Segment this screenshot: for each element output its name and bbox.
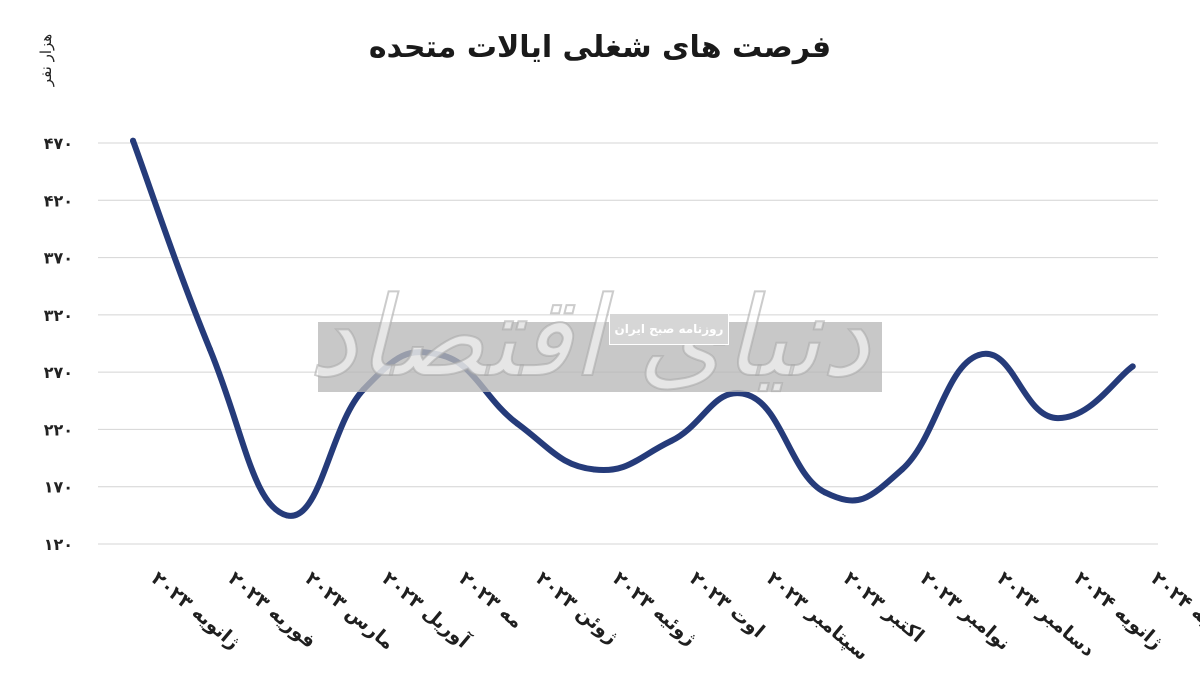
y-axis-ticks: ۱۲۰ ۱۷۰ ۲۲۰ ۲۷۰ ۳۲۰ ۳۷۰ ۴۲۰ ۴۷۰ [44, 134, 73, 554]
watermark-band [318, 322, 882, 392]
x-tick-label: مه ۲۰۲۳ [455, 567, 528, 633]
data-point [975, 351, 982, 358]
data-point [899, 466, 905, 473]
y-tick-label: ۴۷۰ [44, 134, 73, 153]
watermark-badge: روزنامه صبح ایران [609, 313, 729, 345]
data-point [1052, 414, 1059, 421]
y-tick-label: ۲۷۰ [44, 363, 73, 382]
data-point [668, 437, 675, 444]
chart-title: فرصت های شغلی ایالات متحده [368, 30, 832, 65]
data-point [130, 137, 136, 144]
x-tick-label: ژوئیه ۲۰۲۳ [608, 567, 700, 650]
series-line [130, 137, 1136, 519]
data-point [591, 466, 598, 473]
data-point [1129, 363, 1136, 370]
data-point [514, 420, 521, 427]
data-point [822, 489, 829, 496]
data-point [745, 392, 752, 399]
data-point [283, 512, 290, 519]
x-tick-label: ژوئن ۲۰۲۳ [532, 567, 623, 648]
y-tick-label: ۲۲۰ [44, 420, 73, 439]
y-tick-label: ۱۷۰ [44, 478, 73, 497]
y-tick-label: ۱۲۰ [44, 535, 73, 554]
y-axis-label-text: هزار نفر [37, 33, 55, 87]
y-tick-label: ۳۷۰ [44, 249, 73, 268]
y-axis-label: هزار نفر [26, 14, 66, 106]
data-point [206, 346, 213, 353]
y-tick-label: ۴۲۰ [44, 191, 73, 210]
y-tick-label: ۳۲۰ [44, 306, 73, 325]
